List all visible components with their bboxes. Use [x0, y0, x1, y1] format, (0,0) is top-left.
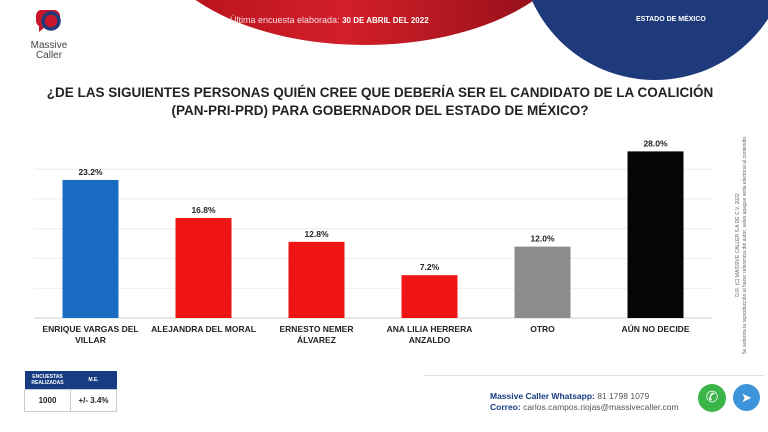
- date-value: 30 DE ABRIL DEL 2022: [342, 16, 429, 25]
- whatsapp-label: Massive Caller Whatsapp:: [490, 391, 595, 401]
- survey-date: Última encuesta elaborada: 30 DE ABRIL D…: [230, 15, 429, 25]
- data-label: 7.2%: [420, 262, 440, 272]
- category-label: AÚN NO DECIDE: [621, 324, 690, 334]
- header-margin-error: M.E.: [70, 371, 117, 390]
- bar: [514, 246, 571, 318]
- logo-text-2: Caller: [35, 50, 63, 61]
- whatsapp-icon[interactable]: ✆: [698, 384, 726, 412]
- header-surveys: ENCUESTAS REALIZADAS: [24, 371, 71, 390]
- data-label: 23.2%: [78, 167, 103, 177]
- data-label: 12.0%: [530, 234, 555, 244]
- data-label: 16.8%: [191, 205, 216, 215]
- chart-title: ¿DE LAS SIGUIENTES PERSONAS QUIÉN CREE Q…: [46, 85, 714, 118]
- email-address[interactable]: carlos.campos.riojas@massivecaller.com: [523, 402, 679, 412]
- data-label: 28.0%: [643, 138, 668, 148]
- survey-stats-table: ENCUESTAS REALIZADAS M.E. 1000 +/- 3.4%: [24, 371, 117, 412]
- data-label: 12.8%: [304, 229, 329, 239]
- logo-text-1: Massive: [30, 40, 68, 51]
- email-label: Correo:: [490, 402, 521, 412]
- category-label: OTRO: [530, 324, 555, 334]
- category-label: ERNESTO NEMER ÁLVAREZ: [279, 324, 354, 345]
- footer-divider: [424, 375, 764, 376]
- bar: [288, 241, 345, 318]
- surveys-value: 1000: [24, 389, 71, 412]
- logo: Massive Caller: [24, 6, 74, 61]
- category-label: ENRIQUE VARGAS DEL VILLAR: [42, 324, 139, 345]
- bar: [62, 179, 119, 318]
- contact-info: Massive Caller Whatsapp: 81 1798 1079 Co…: [490, 391, 679, 413]
- margin-error-value: +/- 3.4%: [70, 389, 117, 412]
- date-label: Última encuesta elaborada:: [230, 15, 340, 25]
- copyright-note: D.R. (C) MASSIVE CALLER S.A DE C.V. 2022…: [735, 135, 749, 354]
- logo-icon: [35, 10, 61, 32]
- whatsapp-number[interactable]: 81 1798 1079: [597, 391, 650, 401]
- bar: [175, 218, 232, 318]
- reproduction-note: Se autoriza la reproducción al hacer ref…: [742, 135, 748, 355]
- category-label: ALEJANDRA DEL MORAL: [151, 324, 256, 334]
- region-label: ESTADO DE MÉXICO: [636, 16, 706, 23]
- category-label: ANA LILIA HERRERA ANZALDO: [386, 324, 473, 345]
- telegram-icon[interactable]: ➤: [733, 384, 760, 411]
- bar: [627, 151, 684, 318]
- bar: [401, 275, 458, 318]
- copyright-line: D.R. (C) MASSIVE CALLER S.A DE C.V. 2022: [735, 193, 741, 297]
